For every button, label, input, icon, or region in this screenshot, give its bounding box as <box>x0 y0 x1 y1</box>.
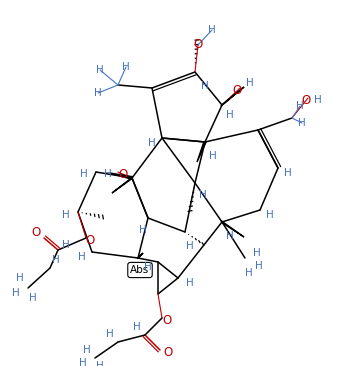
Text: H: H <box>255 261 263 271</box>
Text: H: H <box>29 293 37 303</box>
Text: H: H <box>298 118 306 128</box>
Text: H: H <box>199 190 207 200</box>
Text: H: H <box>226 110 234 120</box>
Polygon shape <box>221 87 244 106</box>
Text: Abs: Abs <box>130 265 150 275</box>
Text: H: H <box>96 361 104 366</box>
Text: O: O <box>118 168 128 180</box>
Text: H: H <box>296 101 304 111</box>
Text: H: H <box>246 78 254 88</box>
Text: H: H <box>186 241 194 251</box>
Text: H: H <box>12 288 20 298</box>
Text: O: O <box>163 346 173 359</box>
Text: H: H <box>208 25 216 35</box>
Text: H: H <box>266 210 274 220</box>
Text: H: H <box>144 262 152 272</box>
Text: H: H <box>314 95 322 105</box>
Text: O: O <box>232 85 241 97</box>
Text: H: H <box>186 278 194 288</box>
Polygon shape <box>110 173 132 179</box>
Text: H: H <box>62 240 70 250</box>
Text: H: H <box>148 138 156 148</box>
Text: H: H <box>96 65 104 75</box>
Text: H: H <box>104 169 112 179</box>
Text: H: H <box>80 169 88 179</box>
Text: H: H <box>106 329 114 339</box>
Polygon shape <box>112 177 133 193</box>
Text: H: H <box>52 255 60 265</box>
Text: H: H <box>78 252 86 262</box>
Text: O: O <box>85 234 95 246</box>
Text: O: O <box>301 94 311 108</box>
Text: H: H <box>201 81 209 91</box>
Text: O: O <box>193 38 203 52</box>
Text: H: H <box>133 322 141 332</box>
Text: H: H <box>139 225 147 235</box>
Text: H: H <box>253 248 261 258</box>
Text: H: H <box>79 358 87 366</box>
Text: H: H <box>209 151 217 161</box>
Polygon shape <box>197 141 206 162</box>
Text: H: H <box>226 231 234 241</box>
Text: H: H <box>94 88 102 98</box>
Text: H: H <box>16 273 24 283</box>
Text: O: O <box>162 314 172 328</box>
Text: O: O <box>31 227 40 239</box>
Text: H: H <box>245 268 253 278</box>
Polygon shape <box>221 221 244 237</box>
Text: H: H <box>122 62 130 72</box>
Text: H: H <box>62 210 70 220</box>
Text: H: H <box>284 168 292 178</box>
Polygon shape <box>137 253 143 259</box>
Text: H: H <box>83 345 91 355</box>
